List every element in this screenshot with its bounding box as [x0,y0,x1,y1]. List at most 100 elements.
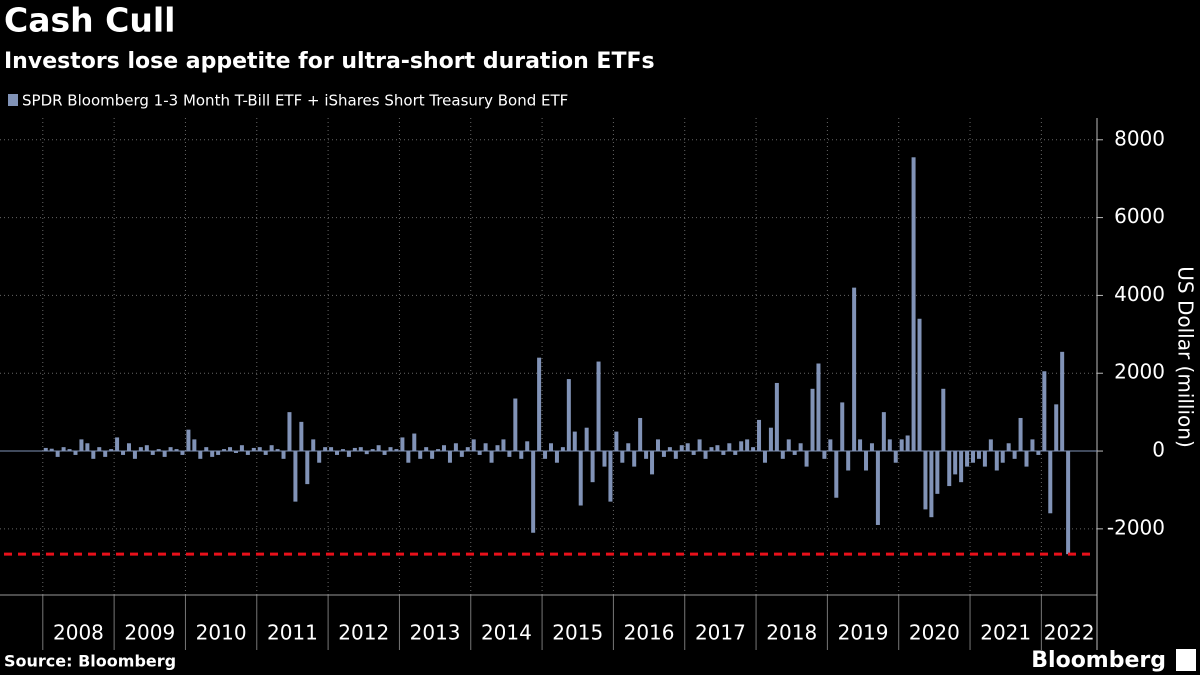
x-tick-label: 2021 [980,621,1031,645]
y-axis-label: US Dollar (million) [1174,266,1198,448]
bar [245,451,250,455]
bar [543,451,548,459]
bar [287,412,292,452]
x-tick-label: 2012 [338,621,389,645]
bar [412,433,417,452]
bar [251,447,256,452]
bar [49,448,54,452]
bar [447,451,452,463]
bar [388,447,393,452]
bar [162,451,167,457]
bar [275,449,280,452]
bar [228,447,233,452]
source: Source: Bloomberg [4,652,176,671]
bar [655,439,660,452]
bar [632,451,637,467]
bar [745,439,750,452]
bar [947,451,952,487]
bar [537,357,542,452]
bar [329,447,334,452]
chart-subtitle: Investors lose appetite for ultra-short … [4,49,655,74]
bar [138,447,143,452]
bar [679,445,684,452]
bar [465,447,470,452]
bar [61,447,66,452]
bar [376,445,381,452]
bar [364,451,369,455]
bar [638,417,643,452]
bar [650,451,655,475]
bar [192,439,197,452]
bar [305,451,310,485]
bar [727,443,732,452]
bar [721,451,726,455]
x-tick-label: 2011 [267,621,318,645]
bar [323,447,328,452]
bar [899,439,904,452]
y-tick-label: 2000 [1114,360,1165,384]
bar [566,379,571,452]
x-tick-label: 2017 [695,621,746,645]
bar [73,451,78,455]
bar [804,451,809,467]
bar [810,388,815,452]
x-tick-label: 2009 [124,621,175,645]
bar [560,447,565,452]
x-tick-label: 2010 [196,621,247,645]
chart-title: Cash Cull [4,1,175,40]
bar [483,443,488,452]
bar [715,445,720,452]
bar [780,451,785,459]
bar [584,427,589,452]
x-tick-label: 2019 [838,621,889,645]
bar [210,451,215,457]
bar [697,439,702,452]
x-tick-label: 2016 [624,621,675,645]
legend-swatch [8,94,18,106]
brand-icon [1176,649,1196,671]
bar [840,402,845,452]
bar [1048,451,1053,514]
bar [875,451,880,525]
bar [263,451,268,455]
bar [739,441,744,452]
bar [442,445,447,452]
bar [751,447,756,452]
bar [1024,451,1029,467]
bar [828,439,833,452]
bar [394,449,399,452]
bar [477,451,482,455]
bar [489,451,494,463]
bar [115,437,120,452]
x-tick-label: 2008 [53,621,104,645]
bar [198,451,203,459]
bar [1006,443,1011,452]
bar [733,451,738,455]
bar [453,443,458,452]
bar [132,451,137,459]
x-tick-label: 2013 [410,621,461,645]
bar [614,431,619,452]
bar [311,439,316,452]
bar [1036,451,1041,455]
bar [97,447,102,452]
bar [299,421,304,452]
bar [79,439,84,452]
bar [495,445,500,452]
bar [768,427,773,452]
bar [917,318,922,452]
bar [786,439,791,452]
y-tick-label: 4000 [1114,282,1165,306]
bar [774,382,779,452]
bar [340,449,345,452]
bar [881,412,886,452]
bar [691,451,696,455]
bar [346,451,351,457]
x-tick-label: 2022 [1044,621,1095,645]
bar [620,451,625,463]
bar [816,363,821,452]
bar [661,451,666,457]
bar [1054,404,1059,452]
bar [976,451,981,459]
